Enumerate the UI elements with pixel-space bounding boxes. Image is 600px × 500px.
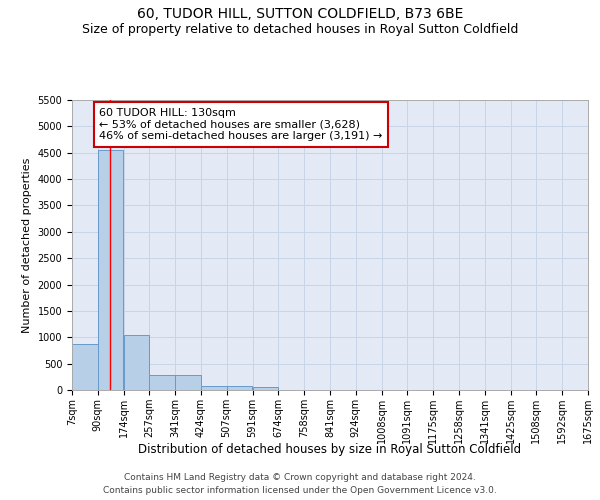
Bar	[201, 386, 227, 390]
Text: Contains public sector information licensed under the Open Government Licence v3: Contains public sector information licen…	[103, 486, 497, 495]
Text: 60, TUDOR HILL, SUTTON COLDFIELD, B73 6BE: 60, TUDOR HILL, SUTTON COLDFIELD, B73 6B…	[137, 8, 463, 22]
Bar	[227, 386, 253, 390]
Bar	[253, 388, 278, 390]
Text: 60 TUDOR HILL: 130sqm
← 53% of detached houses are smaller (3,628)
46% of semi-d: 60 TUDOR HILL: 130sqm ← 53% of detached …	[99, 108, 383, 141]
Bar	[149, 375, 175, 390]
Bar	[98, 150, 124, 390]
Text: Distribution of detached houses by size in Royal Sutton Coldfield: Distribution of detached houses by size …	[139, 442, 521, 456]
Text: Size of property relative to detached houses in Royal Sutton Coldfield: Size of property relative to detached ho…	[82, 22, 518, 36]
Bar	[72, 344, 98, 390]
Y-axis label: Number of detached properties: Number of detached properties	[22, 158, 32, 332]
Bar	[175, 375, 201, 390]
Bar	[124, 334, 149, 390]
Text: Contains HM Land Registry data © Crown copyright and database right 2024.: Contains HM Land Registry data © Crown c…	[124, 472, 476, 482]
